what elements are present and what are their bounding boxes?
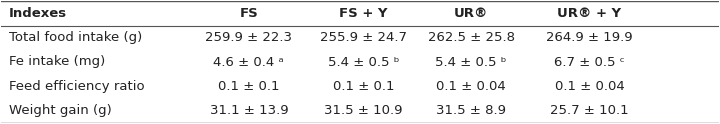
Text: UR® + Y: UR® + Y xyxy=(557,7,621,20)
Text: 4.6 ± 0.4 ᵃ: 4.6 ± 0.4 ᵃ xyxy=(213,56,284,68)
Text: 31.1 ± 13.9: 31.1 ± 13.9 xyxy=(210,104,288,117)
Text: 5.4 ± 0.5 ᵇ: 5.4 ± 0.5 ᵇ xyxy=(328,56,400,68)
Text: 0.1 ± 0.1: 0.1 ± 0.1 xyxy=(218,80,279,93)
Text: UR®: UR® xyxy=(454,7,488,20)
Text: 6.7 ± 0.5 ᶜ: 6.7 ± 0.5 ᶜ xyxy=(554,56,625,68)
Text: 0.1 ± 0.04: 0.1 ± 0.04 xyxy=(436,80,506,93)
Text: 262.5 ± 25.8: 262.5 ± 25.8 xyxy=(428,31,515,44)
Text: Fe intake (mg): Fe intake (mg) xyxy=(9,56,105,68)
Text: 31.5 ± 8.9: 31.5 ± 8.9 xyxy=(436,104,506,117)
Text: 264.9 ± 19.9: 264.9 ± 19.9 xyxy=(546,31,633,44)
Text: 259.9 ± 22.3: 259.9 ± 22.3 xyxy=(205,31,292,44)
Text: Weight gain (g): Weight gain (g) xyxy=(9,104,112,117)
Text: 25.7 ± 10.1: 25.7 ± 10.1 xyxy=(550,104,629,117)
Text: Indexes: Indexes xyxy=(9,7,67,20)
Text: 0.1 ± 0.04: 0.1 ± 0.04 xyxy=(554,80,624,93)
Text: FS: FS xyxy=(240,7,258,20)
Text: Feed efficiency ratio: Feed efficiency ratio xyxy=(9,80,144,93)
Text: 0.1 ± 0.1: 0.1 ± 0.1 xyxy=(333,80,395,93)
Text: FS + Y: FS + Y xyxy=(339,7,388,20)
Text: 255.9 ± 24.7: 255.9 ± 24.7 xyxy=(320,31,407,44)
Text: Total food intake (g): Total food intake (g) xyxy=(9,31,142,44)
Text: 31.5 ± 10.9: 31.5 ± 10.9 xyxy=(324,104,402,117)
Text: 5.4 ± 0.5 ᵇ: 5.4 ± 0.5 ᵇ xyxy=(436,56,507,68)
